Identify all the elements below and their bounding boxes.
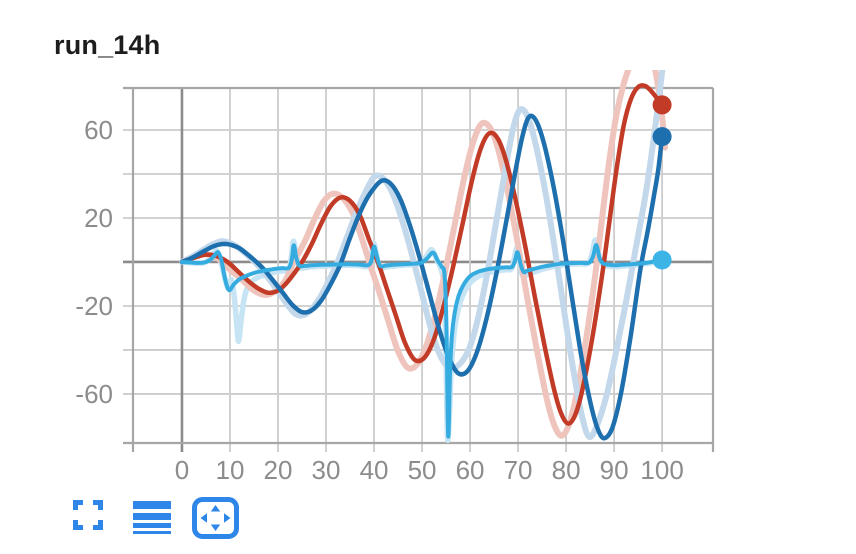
endpoint-marker-cyan_smoothed <box>652 250 672 270</box>
y-tick-label: -60 <box>75 379 113 409</box>
x-tick-label: 40 <box>360 455 389 485</box>
pan-arrows-icon <box>192 497 239 539</box>
x-tick-label: 100 <box>640 455 683 485</box>
series-blue_smoothed-line <box>179 113 665 441</box>
x-tick-label: 20 <box>264 455 293 485</box>
legend-lines-button[interactable] <box>133 501 171 535</box>
pan-arrows-button[interactable] <box>192 497 239 539</box>
y-tick-label: -20 <box>75 291 113 321</box>
legend-lines-icon <box>133 501 171 534</box>
series-cyan_smoothed-line <box>179 242 665 439</box>
endpoint-marker-red_smoothed <box>652 95 672 115</box>
x-tick-label: 30 <box>312 455 341 485</box>
x-tick-label: 60 <box>456 455 485 485</box>
fullscreen-icon <box>73 500 103 530</box>
x-tick-label: 10 <box>216 455 245 485</box>
series-red_raw-line <box>178 70 668 439</box>
x-tick-label: 50 <box>408 455 437 485</box>
y-tick-label: 60 <box>84 115 113 145</box>
x-tick-label: 80 <box>552 455 581 485</box>
endpoint-marker-blue_smoothed <box>652 127 672 147</box>
x-tick-label: 0 <box>175 455 189 485</box>
x-tick-label: 90 <box>600 455 629 485</box>
x-tick-label: 70 <box>504 455 533 485</box>
y-tick-label: 20 <box>84 203 113 233</box>
chart-title: run_14h <box>54 30 161 60</box>
fullscreen-button[interactable] <box>73 500 103 530</box>
